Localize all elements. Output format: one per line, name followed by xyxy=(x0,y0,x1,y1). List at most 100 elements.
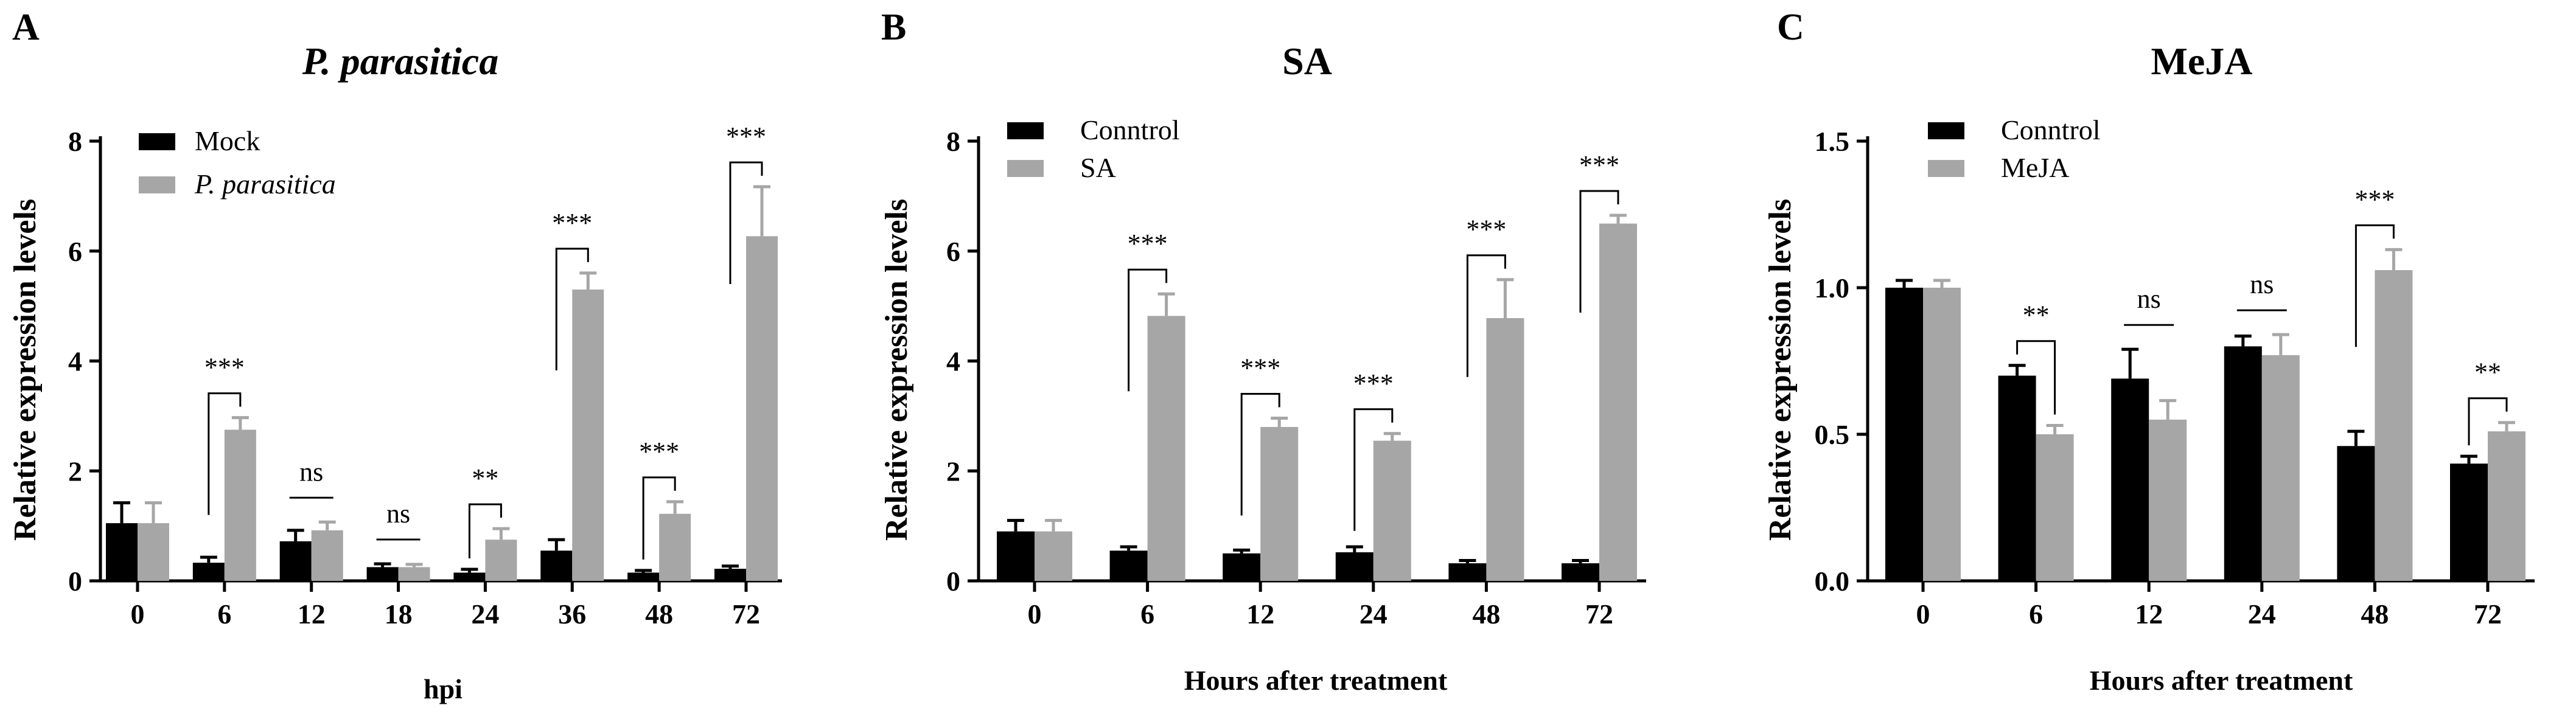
x-tick-label: 36 xyxy=(558,599,586,630)
bar-control-0 xyxy=(1885,288,1923,581)
bar-treatment-0 xyxy=(1035,531,1072,581)
x-tick-label: 6 xyxy=(1140,599,1154,630)
bar-control-24 xyxy=(2224,346,2262,581)
significance-label: ** xyxy=(2474,358,2501,387)
x-tick-label: 6 xyxy=(217,599,231,630)
bar-treatment-48 xyxy=(659,513,691,581)
panel-c-x-axis-label: Hours after treatment xyxy=(2090,665,2353,696)
x-tick-label: 12 xyxy=(1246,599,1274,630)
x-tick-label: 24 xyxy=(2248,599,2276,630)
panel-b-title: SA xyxy=(1282,40,1332,83)
bar-treatment-72 xyxy=(1599,223,1637,581)
bar-treatment-12 xyxy=(1260,426,1299,581)
y-tick-label: 4 xyxy=(946,346,960,377)
significance-bracket xyxy=(468,503,502,559)
significance-label: ns xyxy=(2137,284,2161,314)
y-tick-label: 2 xyxy=(946,456,960,487)
panel-a-x-axis-label: hpi xyxy=(424,673,462,704)
significance-label: *** xyxy=(552,208,592,238)
y-tick-label: 0 xyxy=(68,566,82,597)
bar-treatment-48 xyxy=(2375,270,2413,581)
bar-control-72 xyxy=(714,569,746,581)
bar-treatment-36 xyxy=(572,290,604,581)
panel-a-title: P. parasitica xyxy=(302,40,498,83)
legend-swatch-p-parasitica xyxy=(139,176,175,193)
x-tick-label: 72 xyxy=(2474,599,2502,630)
significance-bracket xyxy=(1466,254,1506,377)
significance-bracket xyxy=(1128,268,1168,392)
bar-control-36 xyxy=(540,550,573,581)
x-tick-label: 18 xyxy=(385,599,413,630)
significance-label: *** xyxy=(1579,150,1619,180)
x-tick-label: 48 xyxy=(2361,599,2389,630)
panel-b-x-axis-label: Hours after treatment xyxy=(1184,665,1448,696)
bar-treatment-6 xyxy=(224,429,256,581)
significance-label: ns xyxy=(299,457,323,487)
significance-bracket xyxy=(208,392,242,515)
legend-label-sa: SA xyxy=(1080,152,1116,183)
bar-control-24 xyxy=(1335,552,1374,581)
bar-control-24 xyxy=(453,572,486,581)
bar-control-12 xyxy=(279,541,312,581)
panel-a-legend: Mock P. parasitica xyxy=(139,125,336,200)
legend-label-control: Conntrol xyxy=(1080,114,1180,145)
significance-label: *** xyxy=(2354,184,2395,214)
legend-swatch-control xyxy=(1007,122,1044,139)
panel-a: A P. parasitica Relative expression leve… xyxy=(8,7,782,704)
legend-swatch-mock xyxy=(139,133,175,150)
x-tick-label: 0 xyxy=(131,599,145,630)
panel-b-letter: B xyxy=(881,7,906,48)
bar-control-6 xyxy=(192,563,225,581)
legend-label-mock: Mock xyxy=(195,125,260,156)
significance-label: *** xyxy=(1128,229,1168,259)
x-tick-label: 0 xyxy=(1916,599,1930,630)
panel-b: B SA Relative expression levels Hours af… xyxy=(879,7,1646,696)
significance-bracket xyxy=(2468,397,2508,446)
significance-bracket xyxy=(1240,392,1280,516)
x-tick-label: 12 xyxy=(2135,599,2163,630)
significance-label: *** xyxy=(1240,353,1280,383)
legend-label-meja: MeJA xyxy=(2001,152,2069,183)
bar-control-48 xyxy=(1448,563,1487,581)
significance-bracket xyxy=(2016,340,2056,415)
y-tick-label: 8 xyxy=(68,126,82,157)
significance-label: *** xyxy=(1353,369,1394,398)
bar-treatment-6 xyxy=(1147,316,1185,581)
legend-swatch-control xyxy=(1928,122,1964,139)
panel-c-letter: C xyxy=(1777,7,1804,48)
bar-control-12 xyxy=(1223,553,1261,581)
significance-label: ns xyxy=(2250,269,2274,299)
x-tick-label: 48 xyxy=(645,599,673,630)
significance-bracket xyxy=(1353,408,1394,531)
panel-b-legend: Conntrol SA xyxy=(1007,114,1180,183)
y-tick-label: 8 xyxy=(946,126,960,157)
legend-swatch-sa xyxy=(1007,160,1044,177)
bar-treatment-48 xyxy=(1486,318,1524,581)
legend-label-p-parasitica: P. parasitica xyxy=(194,168,336,200)
panel-c-title: MeJA xyxy=(2151,40,2252,83)
significance-bracket xyxy=(555,248,589,370)
significance-label: ** xyxy=(472,463,498,493)
bar-control-48 xyxy=(2337,446,2375,581)
bar-treatment-0 xyxy=(1923,288,1961,581)
bar-treatment-72 xyxy=(746,236,778,581)
x-tick-label: 72 xyxy=(732,599,760,630)
y-tick-label: 6 xyxy=(68,236,82,267)
panel-c-y-axis-label: Relative expression levels xyxy=(1763,199,1798,541)
bar-treatment-24 xyxy=(485,540,517,581)
panel-c-legend: Conntrol MeJA xyxy=(1928,114,2101,183)
bar-control-6 xyxy=(1109,550,1148,581)
bar-treatment-0 xyxy=(138,523,169,581)
x-tick-label: 72 xyxy=(1585,599,1613,630)
y-tick-label: 0 xyxy=(946,566,960,597)
significance-label: *** xyxy=(639,437,679,467)
panel-c: C MeJA Relative expression levels Hours … xyxy=(1763,7,2535,696)
x-tick-label: 48 xyxy=(1472,599,1500,630)
y-tick-label: 0.5 xyxy=(1815,419,1850,450)
significance-bracket xyxy=(2354,224,2395,347)
x-tick-label: 0 xyxy=(1028,599,1042,630)
bar-treatment-6 xyxy=(2036,434,2074,581)
x-tick-label: 24 xyxy=(471,599,499,630)
legend-label-control: Conntrol xyxy=(2001,114,2101,145)
